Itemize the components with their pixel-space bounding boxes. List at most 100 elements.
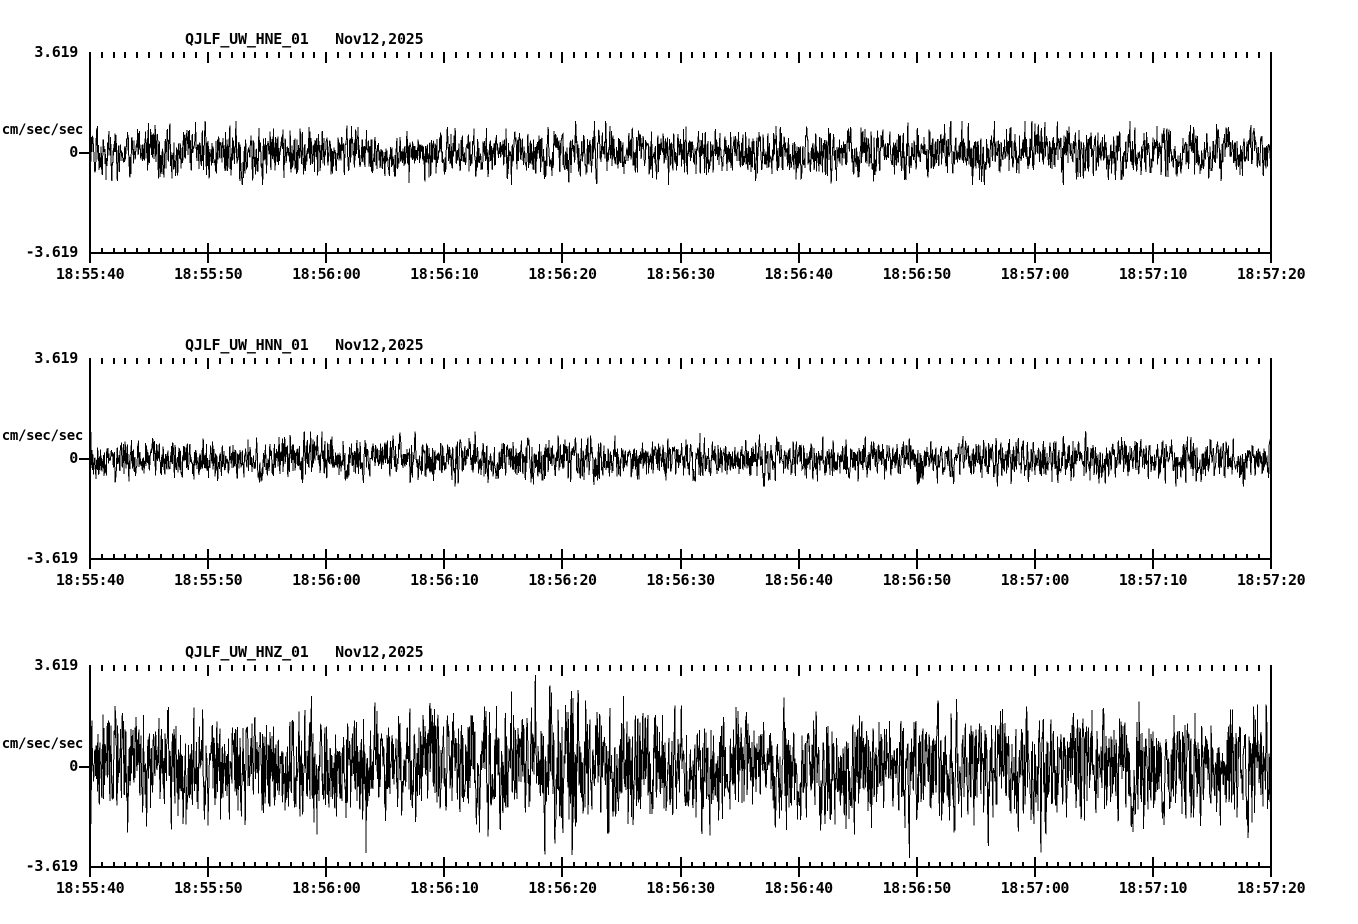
x-axis-tick — [785, 554, 788, 560]
x-axis-tick-top — [207, 52, 210, 63]
x-axis-tick-top — [608, 665, 611, 671]
x-axis-tick-top — [100, 52, 103, 58]
x-axis-tick-top — [1151, 358, 1154, 369]
x-axis-tick — [242, 248, 245, 254]
x-axis-tick-top — [289, 665, 292, 671]
x-axis-major-tick — [207, 254, 210, 263]
x-axis-tick-label: 18:56:20 — [528, 571, 597, 589]
x-axis-tick-top — [644, 358, 647, 364]
x-axis-tick — [313, 862, 316, 868]
x-axis-tick — [655, 862, 658, 868]
x-axis-tick — [1045, 554, 1048, 560]
x-axis-tick — [951, 862, 954, 868]
x-axis-major-tick — [1033, 868, 1036, 877]
x-axis-tick-top — [844, 52, 847, 58]
x-axis-major-tick — [89, 868, 91, 877]
x-axis-tick-top — [1234, 52, 1237, 58]
y-axis-zero-label: 0 — [69, 143, 78, 161]
x-axis-tick-top — [325, 52, 328, 63]
x-axis-tick-top — [679, 358, 682, 369]
x-axis-tick — [337, 554, 339, 560]
x-axis-tick-top — [773, 52, 776, 58]
x-axis-tick-top — [632, 665, 635, 671]
x-axis-tick — [337, 862, 339, 868]
x-axis-tick — [939, 862, 942, 868]
x-axis-tick-top — [277, 358, 280, 364]
x-axis-tick-label: 18:56:50 — [882, 879, 952, 897]
x-axis-tick-label: 18:56:10 — [410, 571, 479, 589]
x-axis-tick-top — [455, 52, 458, 58]
x-axis-tick — [1187, 248, 1190, 254]
x-axis-tick-top — [821, 52, 824, 58]
x-axis-major-tick — [207, 868, 210, 877]
x-axis-tick-top — [632, 52, 635, 58]
x-axis-tick-top — [360, 52, 363, 58]
x-axis-tick — [254, 248, 257, 254]
x-axis-tick-top — [514, 665, 517, 671]
x-axis-tick — [915, 243, 918, 254]
x-axis-tick — [254, 862, 257, 868]
x-axis-tick — [903, 248, 906, 254]
x-axis-tick-top — [490, 358, 493, 364]
x-axis-major-tick — [1270, 254, 1272, 263]
x-axis-tick — [171, 554, 174, 560]
x-axis-tick — [183, 862, 186, 868]
x-axis-tick — [1270, 549, 1272, 560]
x-axis-tick-top — [1210, 52, 1213, 58]
x-axis-tick-top — [773, 665, 776, 671]
x-axis-major-tick — [443, 560, 446, 569]
x-axis-tick — [348, 248, 351, 254]
x-axis-tick-top — [230, 665, 233, 671]
x-axis-tick — [124, 862, 127, 868]
x-axis-tick — [325, 549, 328, 560]
x-axis-major-tick — [679, 560, 682, 569]
x-axis-tick-top — [585, 52, 588, 58]
x-axis-tick — [1246, 554, 1249, 560]
x-axis-tick — [1246, 248, 1249, 254]
x-axis-tick-top — [242, 665, 245, 671]
x-axis-tick — [455, 862, 458, 868]
x-axis-tick-top — [1033, 665, 1036, 676]
x-axis-tick-top — [927, 358, 930, 364]
x-axis-tick-top — [419, 665, 422, 671]
x-axis-tick-top — [998, 665, 1001, 671]
x-axis-tick-top — [549, 358, 552, 364]
x-axis-tick-top — [1222, 358, 1225, 364]
x-axis-tick-top — [289, 52, 292, 58]
x-axis-tick — [986, 248, 989, 254]
x-axis-tick — [384, 248, 387, 254]
x-axis-tick — [750, 248, 753, 254]
panel-title: QJLF_UW_HNZ_01 Nov12,2025 — [185, 643, 424, 661]
x-axis-tick-top — [750, 52, 753, 58]
x-axis-major-tick — [679, 254, 682, 263]
x-axis-tick-top — [537, 52, 540, 58]
x-axis-tick — [230, 554, 233, 560]
x-axis-tick — [762, 554, 765, 560]
x-axis-tick — [679, 857, 682, 868]
x-axis-tick — [951, 248, 954, 254]
y-axis-unit-label: cm/sec/sec — [1, 122, 84, 138]
x-axis-tick — [1222, 554, 1225, 560]
x-axis-tick-top — [1234, 358, 1237, 364]
x-axis-tick-top — [1081, 52, 1084, 58]
x-axis-tick-label: 18:55:50 — [173, 879, 243, 897]
x-axis-tick-top — [89, 358, 91, 369]
x-axis-tick — [1069, 248, 1072, 254]
x-axis-tick — [797, 243, 800, 254]
x-axis-tick — [833, 554, 836, 560]
x-axis-tick-top — [183, 358, 186, 364]
x-axis-tick-top — [962, 52, 965, 58]
x-axis-tick-top — [726, 52, 729, 58]
x-axis-tick-top — [537, 358, 540, 364]
x-axis-tick-top — [644, 52, 647, 58]
x-axis-tick-top — [1187, 665, 1190, 671]
x-axis-tick-top — [266, 665, 269, 671]
x-axis-major-tick — [1033, 254, 1036, 263]
x-axis-tick — [667, 862, 670, 868]
x-axis-tick — [537, 862, 540, 868]
x-axis-tick-top — [1151, 52, 1154, 63]
x-axis-tick — [171, 248, 174, 254]
x-axis-tick — [821, 554, 824, 560]
x-axis-tick-top — [502, 665, 505, 671]
x-axis-tick-top — [1187, 52, 1190, 58]
